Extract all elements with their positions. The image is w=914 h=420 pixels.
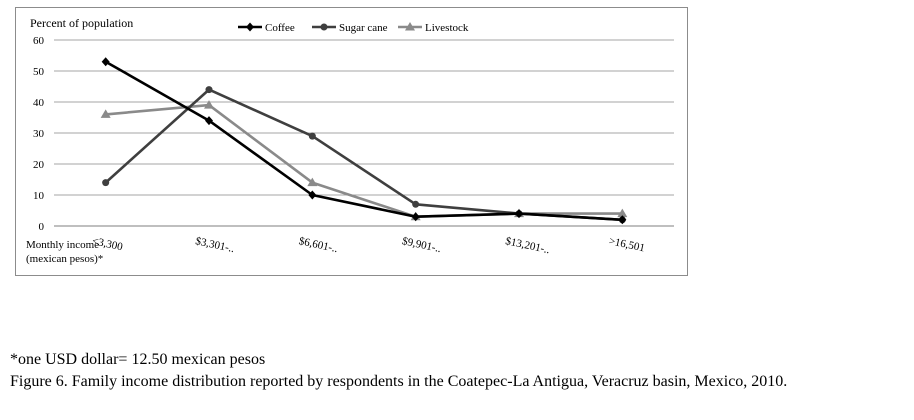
sugar-cane-point-2 — [308, 132, 316, 140]
y-tick-label-4: 40 — [33, 97, 45, 109]
livestock-point-1 — [204, 100, 214, 109]
x-axis-title-line-1: Monthly income — [26, 239, 99, 251]
currency-footnote: *one USD dollar= 12.50 mexican pesos — [10, 351, 266, 368]
y-tick-label-3: 30 — [33, 128, 45, 140]
legend-marker-coffee — [246, 22, 254, 32]
coffee-line — [105, 60, 623, 222]
series-coffee — [101, 57, 627, 225]
sugar-cane-point-1 — [205, 86, 213, 94]
livestock-point-2 — [307, 177, 318, 187]
x-tick-label-5: >16,501 — [608, 235, 646, 254]
legend-label-livestock: Livestock — [425, 22, 469, 34]
coffee-point-1 — [205, 116, 213, 126]
legend-item-coffee: Coffee — [238, 22, 295, 34]
y-tick-label-6: 60 — [33, 35, 45, 47]
coffee-point-4 — [515, 209, 523, 219]
series-livestock — [100, 100, 628, 221]
y-tick-label-1: 10 — [33, 190, 45, 202]
legend-marker-sugar-cane — [320, 23, 328, 31]
livestock-point-0 — [100, 109, 111, 118]
y-tick-label-5: 50 — [33, 66, 45, 78]
y-tick-label-0: 0 — [39, 221, 45, 233]
x-tick-label-2: $6,601-.. — [298, 235, 339, 255]
sugar-cane-point-0 — [102, 179, 110, 187]
legend-item-sugar-cane: Sugar cane — [312, 22, 388, 34]
coffee-point-0 — [101, 57, 110, 67]
y-tick-label-2: 20 — [33, 159, 45, 171]
coffee-point-3 — [411, 212, 420, 222]
x-axis-title-line-2: (mexican pesos)* — [26, 253, 103, 265]
livestock-line — [105, 103, 623, 218]
x-tick-label-1: $3,301-.. — [194, 235, 235, 255]
livestock-point-5 — [617, 208, 628, 218]
y-tick-labels: 0 10 20 30 40 50 60 — [33, 35, 45, 233]
legend-label-coffee: Coffee — [265, 22, 295, 34]
coffee-point-2 — [308, 190, 317, 200]
legend: Coffee Sugar cane Livestock — [238, 22, 469, 34]
x-tick-labels: <3,300 $3,301-.. $6,601-.. $9,901-.. $13,201… — [91, 235, 646, 256]
legend-label-sugar-cane: Sugar cane — [339, 22, 388, 34]
x-tick-label-4: $13,201-.. — [504, 235, 551, 256]
chart-frame: Percent of population 0 10 20 30 40 50 60 <3,3… — [15, 7, 688, 276]
series-layer — [100, 57, 628, 225]
coffee-point-5 — [618, 215, 627, 225]
legend-marker-livestock — [405, 22, 415, 31]
figure-caption: Figure 6. Family income distribution rep… — [10, 373, 788, 390]
legend-item-livestock: Livestock — [398, 22, 469, 34]
sugar-cane-point-3 — [412, 200, 420, 208]
x-tick-label-3: $9,901-.. — [401, 235, 442, 255]
gridlines — [54, 39, 674, 227]
y-axis-title: Percent of population — [30, 16, 133, 30]
